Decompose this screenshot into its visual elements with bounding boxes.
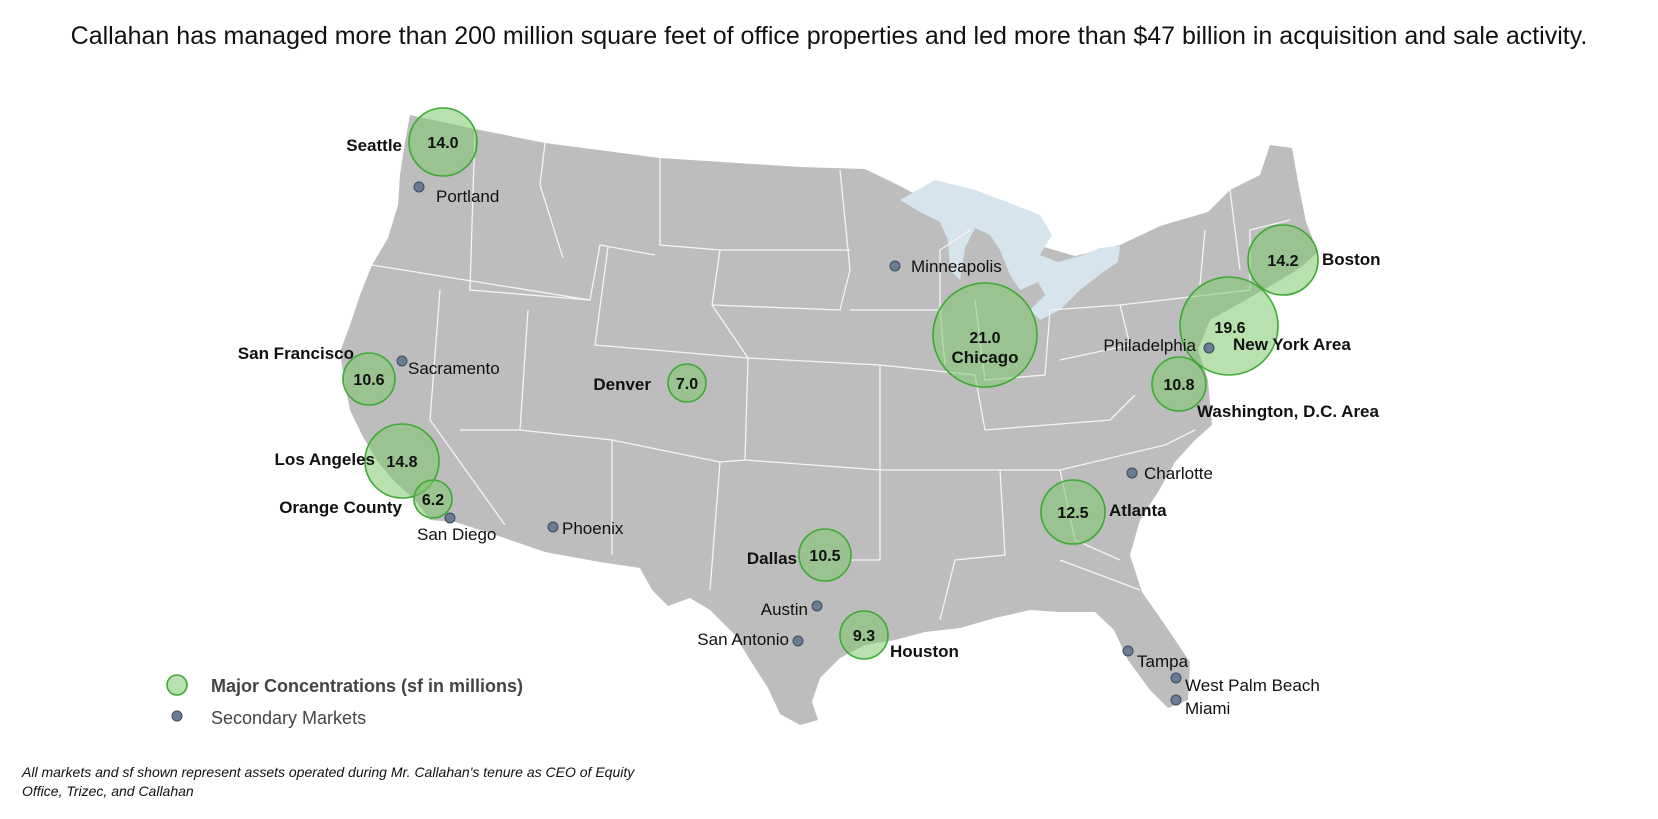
label-miami: Miami xyxy=(1185,699,1230,718)
label-dallas: Dallas xyxy=(747,549,797,568)
market-denver[interactable]: 7.0 Denver xyxy=(593,363,707,403)
label-seattle: Seattle xyxy=(346,136,402,155)
market-boston[interactable]: 14.2 Boston xyxy=(1247,224,1381,296)
bubble-san-francisco xyxy=(342,352,396,406)
secondary-miami[interactable]: Miami xyxy=(1170,694,1230,718)
value-houston: 9.3 xyxy=(853,628,875,645)
value-dallas: 10.5 xyxy=(809,548,840,565)
market-chicago[interactable]: 21.0 Chicago xyxy=(932,282,1038,388)
dot-austin xyxy=(811,600,823,612)
label-charlotte: Charlotte xyxy=(1144,464,1213,483)
bubble-denver xyxy=(667,363,707,403)
market-orange-county[interactable]: 6.2 Orange County xyxy=(279,479,453,519)
legend-major-label: Major Concentrations (sf in millions) xyxy=(211,676,524,696)
secondary-san-diego[interactable]: San Diego xyxy=(417,512,496,544)
label-west-palm-beach: West Palm Beach xyxy=(1185,676,1320,695)
dot-san-diego xyxy=(444,512,456,524)
secondary-west-palm-beach[interactable]: West Palm Beach xyxy=(1170,672,1320,695)
secondary-austin[interactable]: Austin xyxy=(761,600,823,619)
label-san-francisco: San Francisco xyxy=(238,344,354,363)
secondary-san-antonio[interactable]: San Antonio xyxy=(697,630,804,649)
secondary-phoenix[interactable]: Phoenix xyxy=(547,519,624,538)
market-san-francisco[interactable]: 10.6 San Francisco xyxy=(238,344,396,406)
legend-secondary-label: Secondary Markets xyxy=(211,708,367,728)
label-boston: Boston xyxy=(1322,250,1381,269)
market-seattle[interactable]: 14.0 Seattle xyxy=(346,107,478,177)
dot-charlotte xyxy=(1126,467,1138,479)
label-minneapolis: Minneapolis xyxy=(911,257,1002,276)
dot-minneapolis xyxy=(889,260,901,272)
bubble-boston xyxy=(1247,224,1319,296)
bubble-houston xyxy=(839,610,889,660)
major-markets: 14.0 Seattle 14.2 Boston 19.6 New York A… xyxy=(238,107,1381,661)
secondary-philadelphia[interactable]: Philadelphia xyxy=(1103,336,1215,355)
label-new-york-area: New York Area xyxy=(1233,335,1351,354)
dot-philadelphia xyxy=(1203,342,1215,354)
bubble-atlanta xyxy=(1040,479,1106,545)
dot-tampa xyxy=(1122,645,1134,657)
value-san-francisco: 10.6 xyxy=(353,372,384,389)
market-new-york-area[interactable]: 19.6 New York Area xyxy=(1179,276,1351,376)
label-washington-dc: Washington, D.C. Area xyxy=(1197,402,1380,421)
secondary-charlotte[interactable]: Charlotte xyxy=(1126,464,1213,483)
label-orange-county: Orange County xyxy=(279,498,402,517)
dot-miami xyxy=(1170,694,1182,706)
great-lakes xyxy=(900,180,1120,320)
secondary-tampa[interactable]: Tampa xyxy=(1122,645,1189,671)
market-atlanta[interactable]: 12.5 Atlanta xyxy=(1040,479,1167,545)
legend xyxy=(166,674,188,722)
label-philadelphia: Philadelphia xyxy=(1103,336,1196,355)
market-dallas[interactable]: 10.5 Dallas xyxy=(747,528,852,582)
bubble-dallas xyxy=(798,528,852,582)
value-new-york-area: 19.6 xyxy=(1214,320,1245,337)
market-los-angeles[interactable]: 14.8 Los Angeles xyxy=(275,423,440,499)
value-boston: 14.2 xyxy=(1267,253,1298,270)
label-sacramento: Sacramento xyxy=(408,359,500,378)
label-houston: Houston xyxy=(890,642,959,661)
market-washington-dc[interactable]: 10.8 Washington, D.C. Area xyxy=(1151,356,1380,421)
value-washington-dc: 10.8 xyxy=(1163,377,1194,394)
secondary-portland[interactable]: Portland xyxy=(413,181,499,206)
value-los-angeles: 14.8 xyxy=(386,454,417,471)
us-landmass xyxy=(340,115,1318,725)
label-phoenix: Phoenix xyxy=(562,519,624,538)
bubble-los-angeles xyxy=(364,423,440,499)
secondary-minneapolis[interactable]: Minneapolis xyxy=(889,257,1002,276)
value-orange-county: 6.2 xyxy=(422,492,444,509)
label-chicago: Chicago xyxy=(951,348,1018,367)
value-seattle: 14.0 xyxy=(427,135,458,152)
label-los-angeles: Los Angeles xyxy=(275,450,375,469)
legend-secondary-icon xyxy=(171,710,183,722)
secondary-markets: Portland Minneapolis Philadelphia Sacram… xyxy=(396,181,1320,718)
footnote: All markets and sf shown represent asset… xyxy=(22,764,635,799)
legend-major-icon xyxy=(166,674,188,696)
market-houston[interactable]: 9.3 Houston xyxy=(839,610,959,661)
bubble-orange-county xyxy=(413,479,453,519)
label-austin: Austin xyxy=(761,600,808,619)
label-san-antonio: San Antonio xyxy=(697,630,789,649)
label-atlanta: Atlanta xyxy=(1109,501,1167,520)
dot-west-palm-beach xyxy=(1170,672,1182,684)
bubble-washington-dc xyxy=(1151,356,1207,412)
dot-sacramento xyxy=(396,355,408,367)
label-denver: Denver xyxy=(593,375,651,394)
bubble-seattle xyxy=(408,107,478,177)
label-san-diego: San Diego xyxy=(417,525,496,544)
value-denver: 7.0 xyxy=(676,376,698,393)
secondary-sacramento[interactable]: Sacramento xyxy=(396,355,500,378)
dot-phoenix xyxy=(547,521,559,533)
label-portland: Portland xyxy=(436,187,499,206)
value-chicago: 21.0 xyxy=(969,330,1000,347)
value-atlanta: 12.5 xyxy=(1057,505,1088,522)
bubble-chicago xyxy=(932,282,1038,388)
dot-san-antonio xyxy=(792,635,804,647)
label-tampa: Tampa xyxy=(1137,652,1189,671)
state-borders xyxy=(371,126,1291,621)
dot-portland xyxy=(413,181,425,193)
headline: Callahan has managed more than 200 milli… xyxy=(70,22,1588,50)
